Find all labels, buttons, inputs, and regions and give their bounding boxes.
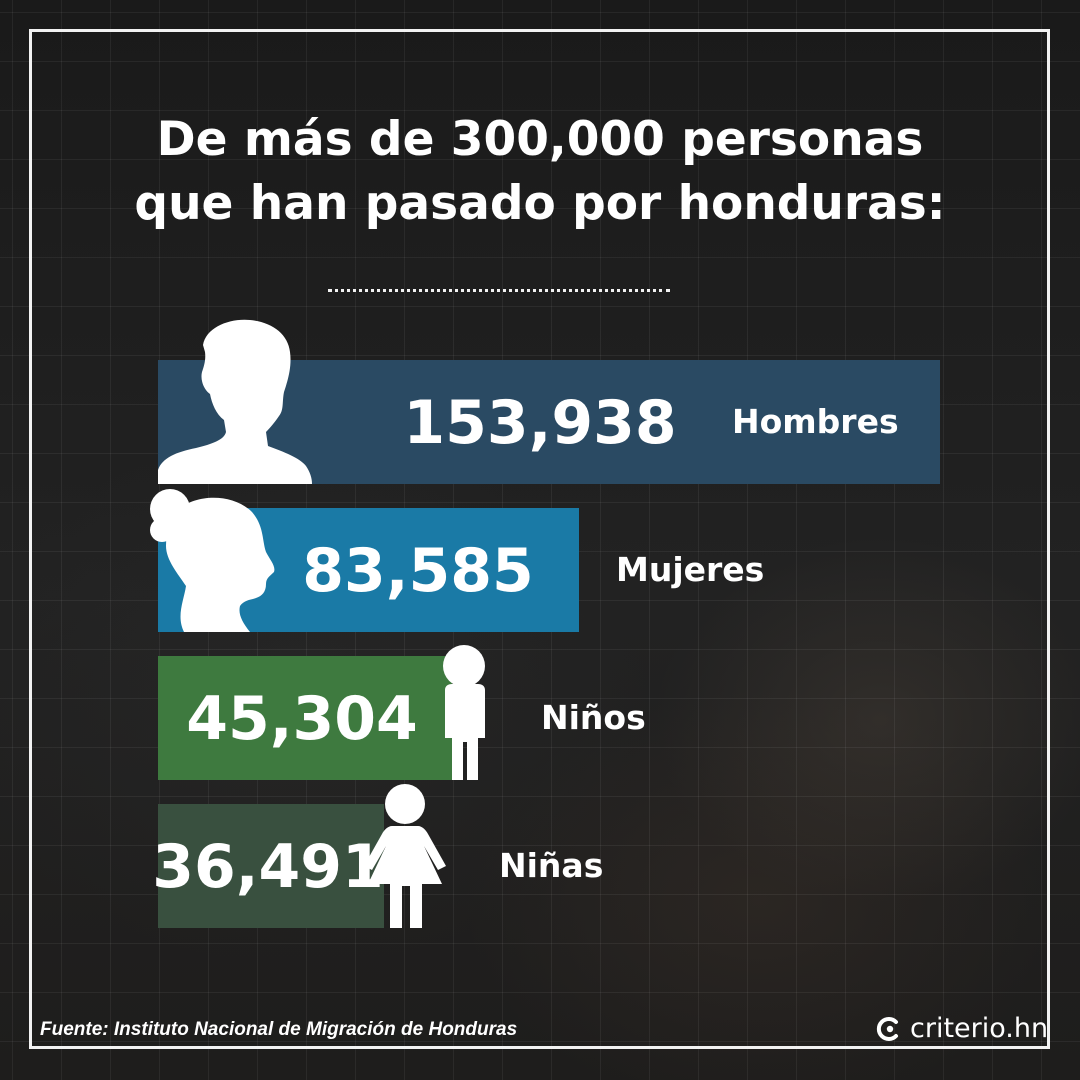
brand-logo: criterio.hn — [876, 1013, 1048, 1044]
category-label-ninas: Niñas — [499, 846, 603, 885]
page-title: De más de 300,000 personas que han pasad… — [0, 108, 1080, 236]
value-label-mujeres: 83,585 — [302, 536, 534, 606]
bar-ninos — [158, 656, 452, 780]
border-frame — [29, 29, 1050, 1049]
value-label-ninas: 36,491 — [152, 832, 384, 902]
category-label-ninos: Niños — [541, 698, 646, 737]
value-label-hombres: 153,938 — [403, 388, 676, 458]
boy-figure-icon — [443, 645, 485, 780]
title-line-2: que han pasado por honduras: — [134, 176, 946, 231]
category-label-mujeres: Mujeres — [616, 550, 764, 589]
category-label-hombres: Hombres — [732, 402, 899, 441]
criterio-logo-icon — [876, 1016, 898, 1041]
woman-silhouette-icon — [150, 489, 275, 632]
man-silhouette-icon — [158, 319, 312, 484]
source-note: Fuente: Instituto Nacional de Migración … — [40, 1019, 518, 1040]
brand-name: criterio.hn — [910, 1013, 1049, 1044]
girl-figure-icon — [364, 784, 446, 928]
value-label-ninos: 45,304 — [186, 684, 418, 754]
dotted-divider — [328, 289, 670, 292]
bar-ninas — [158, 804, 384, 928]
title-line-1: De más de 300,000 personas — [156, 112, 924, 167]
